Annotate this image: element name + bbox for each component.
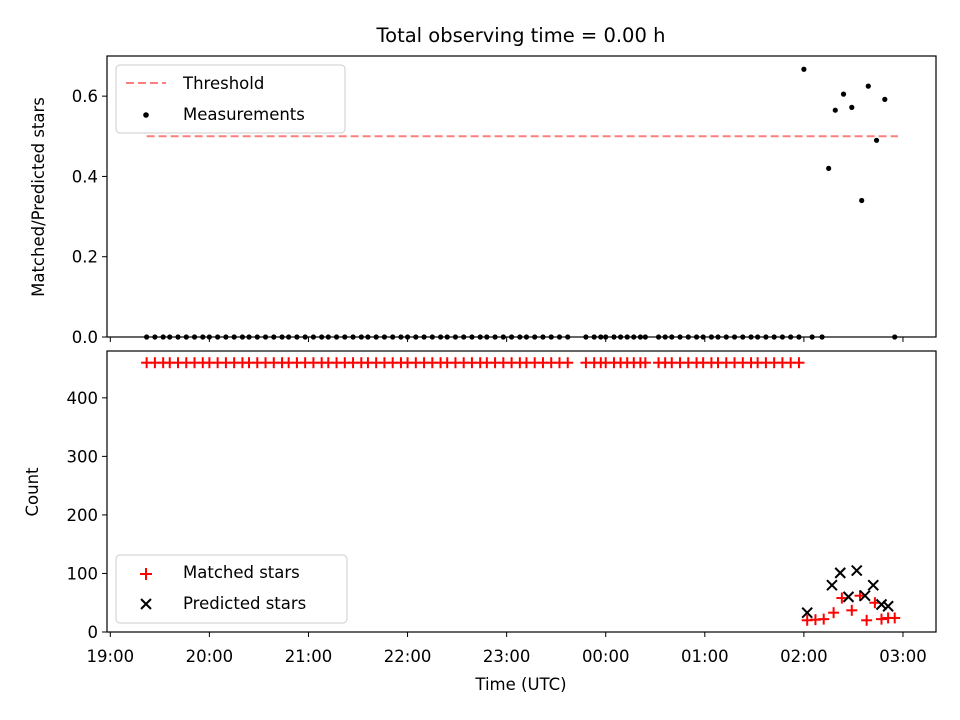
measurement-point — [840, 91, 847, 97]
matched-star-point — [836, 592, 848, 604]
chart-title: Total observing time = 0.00 h — [376, 24, 666, 47]
x-tick-label: 01:00 — [681, 647, 729, 666]
x-tick-label: 20:00 — [186, 647, 234, 666]
x-tick-label: 02:00 — [780, 647, 828, 666]
matched-star-point — [828, 607, 840, 619]
matched-star-point — [876, 613, 888, 625]
bottom-legend-frame — [115, 554, 348, 624]
top-y-tick-label: 0.4 — [72, 167, 98, 186]
matched-star-point — [818, 613, 830, 625]
matched-star-point — [562, 357, 574, 369]
x-tick-label: 21:00 — [285, 647, 333, 666]
bottom-marks — [141, 357, 901, 626]
top-y-tick-label: 0.0 — [72, 328, 98, 347]
measurement-point — [826, 165, 832, 171]
x-tick-label: 23:00 — [483, 647, 531, 666]
x-tick-label: 03:00 — [879, 647, 927, 666]
predicted-star-point — [826, 579, 838, 591]
bottom-x-ticks: 19:00 20:00 21:00 22:00 23:00 00:00 01:00 02:00… — [87, 632, 927, 666]
predicted-star-point — [859, 589, 871, 602]
top-plot-area: 0.0 0.2 0.4 0.6 — [72, 55, 937, 347]
top-y-ticks: 0.0 0.2 0.4 0.6 — [72, 87, 107, 347]
top-y-tick-label: 0.2 — [72, 248, 98, 267]
measurement-point — [832, 107, 838, 113]
x-axis-label: Time (UTC) — [474, 675, 566, 694]
measurements-legend-label: Measurements — [183, 105, 305, 124]
matched-stars-legend-label: Matched stars — [183, 563, 300, 582]
x-tick-label: 19:00 — [87, 647, 135, 666]
bottom-plot-area: 0 100 200 300 400 19:00 20:00 21:00 22:00 23:00 0… — [67, 350, 937, 666]
top-x-ticks — [109, 337, 904, 342]
predicted-star-point — [875, 598, 888, 611]
predicted-star-point — [842, 591, 855, 603]
top-y-tick-label: 0.6 — [72, 87, 98, 106]
bottom-y-tick-label: 400 — [67, 389, 99, 408]
measurement-point — [873, 137, 880, 143]
predicted-star-point — [834, 567, 846, 579]
x-tick-label: 22:00 — [384, 647, 432, 666]
measurements-legend-swatch — [143, 112, 149, 118]
predicted-star-point — [801, 606, 813, 619]
measurement-point — [801, 66, 807, 72]
predicted-star-point — [851, 564, 863, 577]
predicted-star-point — [882, 600, 894, 612]
top-legend-frame — [115, 64, 346, 134]
predicted-star-point — [867, 579, 879, 591]
bottom-y-tick-label: 100 — [67, 564, 99, 583]
predicted-stars-legend-swatch — [140, 598, 152, 610]
bottom-y-ticks: 0 100 200 300 400 — [67, 389, 107, 642]
measurement-point — [865, 83, 871, 89]
x-tick-label: 00:00 — [582, 647, 630, 666]
matched-star-point — [846, 604, 858, 616]
matched-star-point — [889, 612, 901, 624]
top-legend: Threshold Measurements — [115, 64, 346, 134]
top-y-axis-label: Matched/Predicted stars — [29, 97, 48, 297]
measurement-point — [849, 104, 855, 110]
measurement-point — [859, 197, 865, 204]
bottom-y-tick-label: 300 — [67, 447, 99, 466]
threshold-legend-label: Threshold — [182, 74, 264, 93]
bottom-legend: Matched stars Predicted stars — [115, 554, 348, 624]
bottom-y-tick-label: 200 — [67, 506, 99, 525]
predicted-stars-legend-label: Predicted stars — [183, 594, 306, 613]
top-plot-frame — [106, 55, 937, 338]
matched-star-point — [639, 357, 651, 369]
bottom-plot-frame — [106, 350, 937, 633]
measurement-point — [882, 96, 888, 102]
matched-star-point — [861, 614, 873, 626]
bottom-y-axis-label: Count — [23, 467, 42, 517]
bottom-y-tick-label: 0 — [88, 623, 99, 642]
matched-stars-legend-swatch — [140, 568, 152, 580]
matched-star-point — [793, 357, 805, 369]
